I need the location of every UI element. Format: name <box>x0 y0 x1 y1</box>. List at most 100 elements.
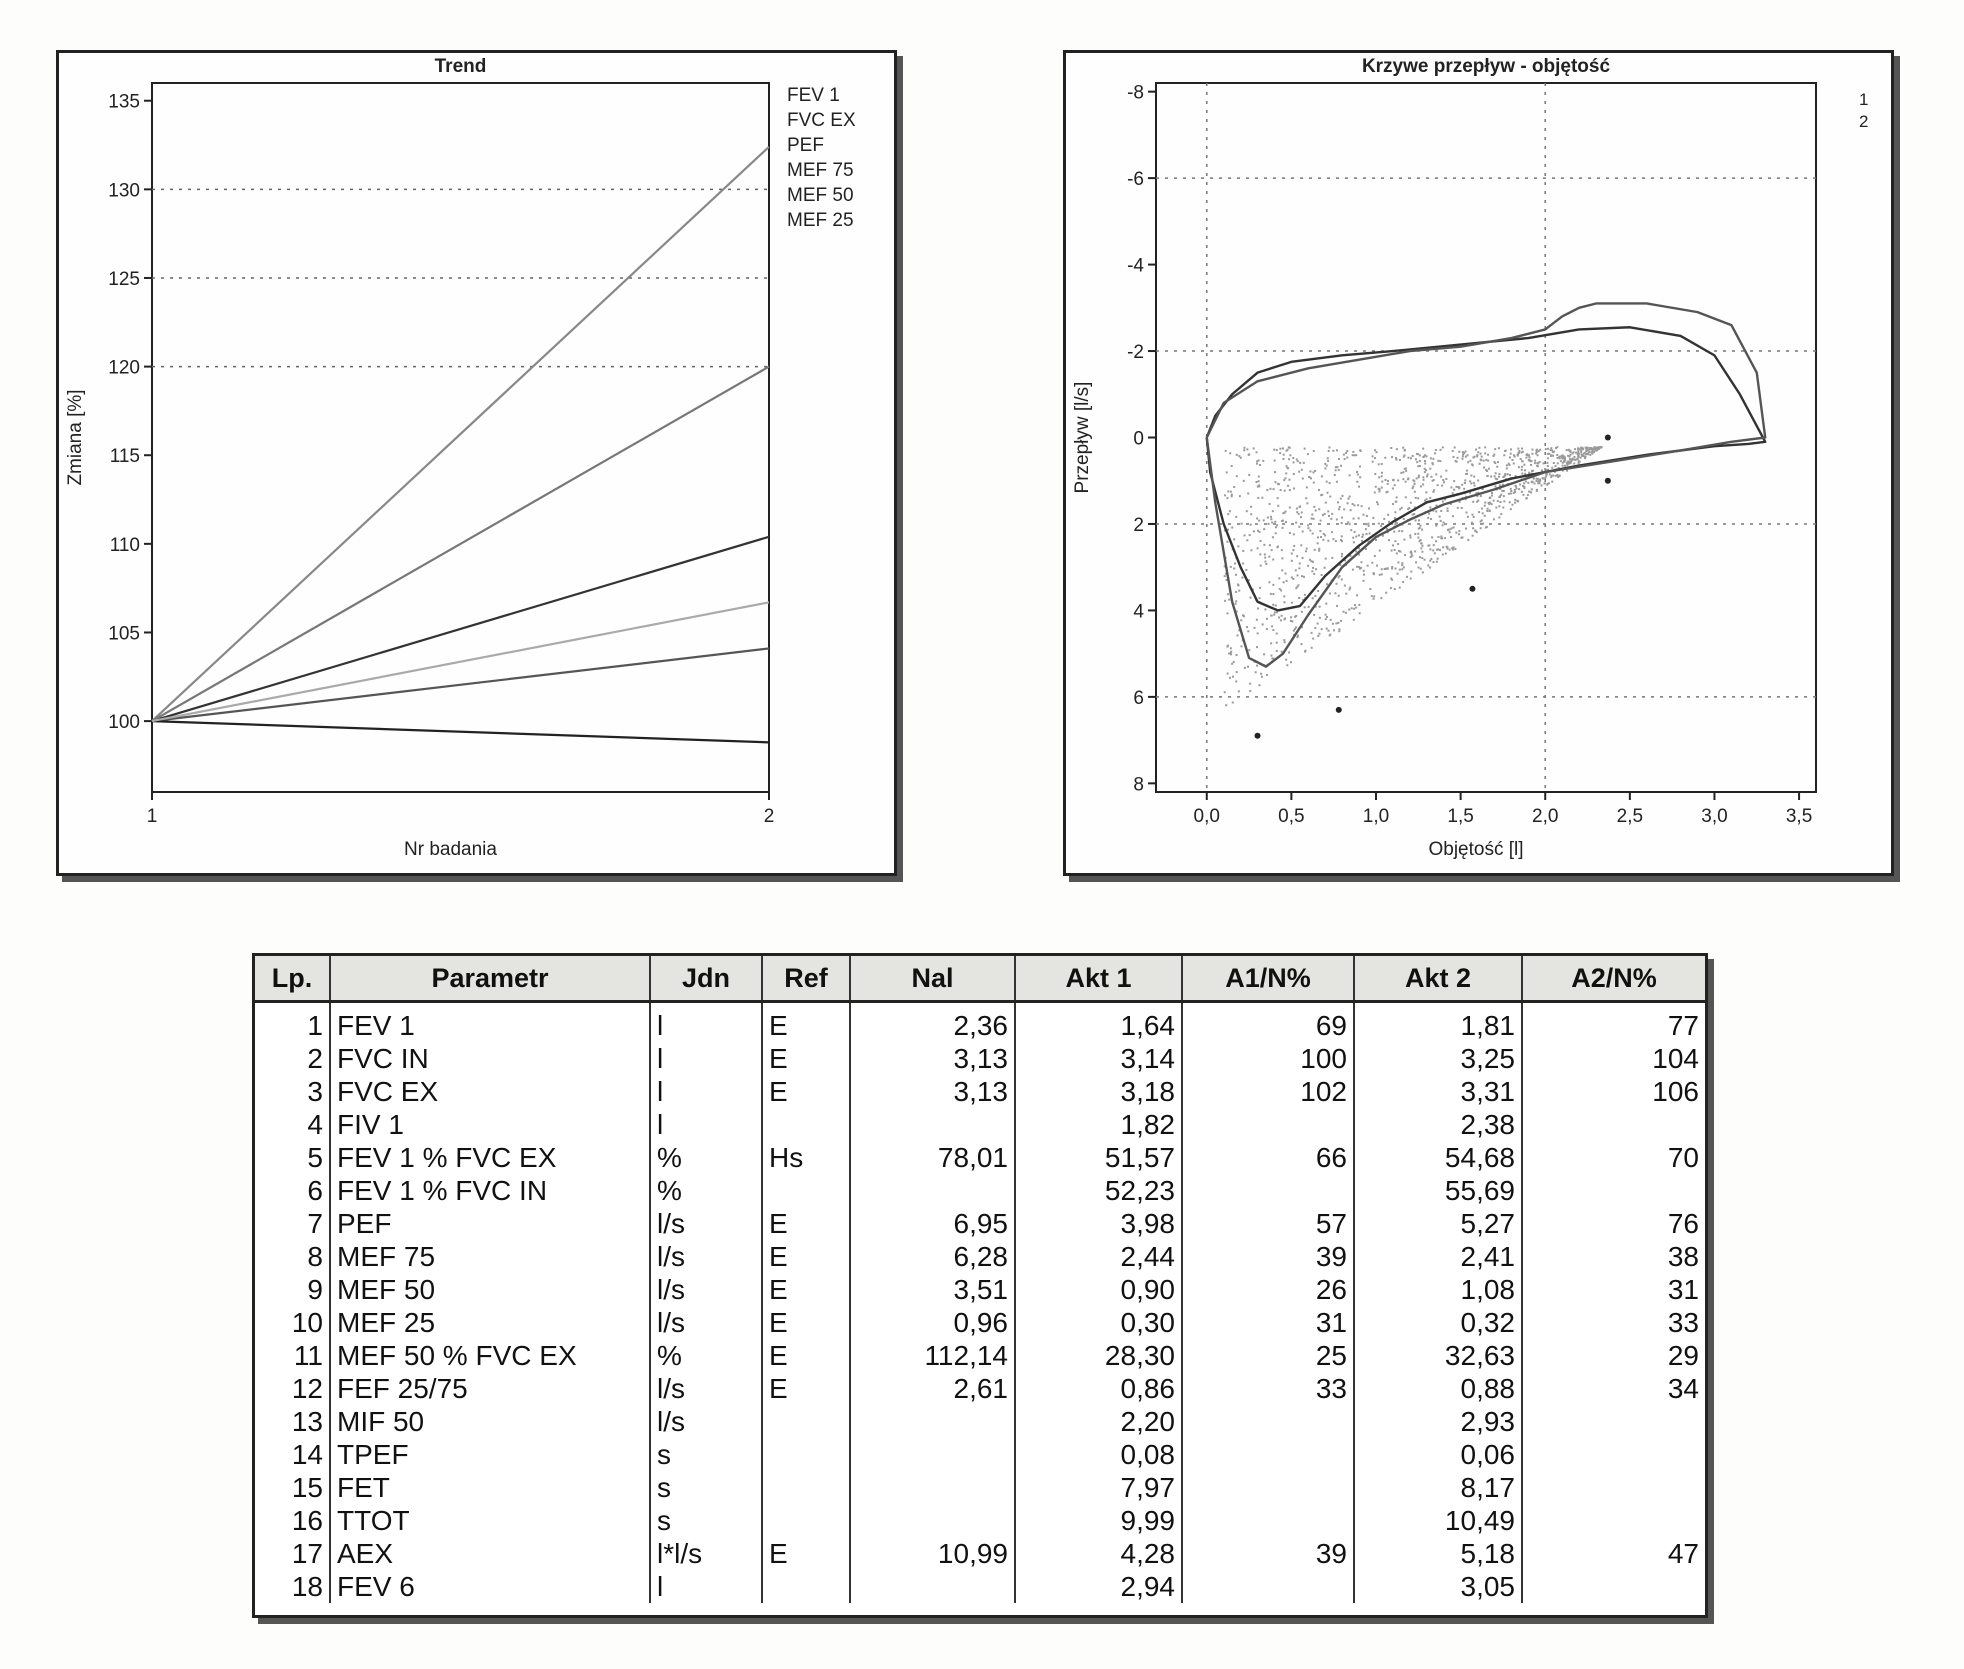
flow-reference-dot <box>1318 549 1321 552</box>
flow-reference-dot <box>1589 447 1592 450</box>
cell-nal: 6,95 <box>850 1207 1016 1240</box>
flow-reference-dot <box>1327 449 1330 452</box>
flow-reference-dot <box>1504 472 1507 475</box>
flow-reference-dot <box>1302 598 1305 601</box>
flow-reference-dot <box>1265 563 1268 566</box>
flow-reference-dot <box>1337 594 1340 597</box>
flow-reference-dot <box>1226 497 1229 500</box>
flow-reference-dot <box>1482 459 1485 462</box>
flow-reference-dot <box>1512 491 1515 494</box>
flow-y-tick-label: -8 <box>1127 83 1144 104</box>
flow-x-tick-label: 2,0 <box>1532 806 1558 827</box>
cell-nal <box>850 1108 1016 1141</box>
flow-reference-dot <box>1521 472 1524 475</box>
flow-reference-dot <box>1374 473 1377 476</box>
flow-reference-dot <box>1418 519 1421 522</box>
cell-a2n: 34 <box>1667 1373 1699 1404</box>
flow-reference-dot <box>1271 510 1274 513</box>
flow-reference-dot <box>1451 449 1454 452</box>
flow-reference-dot <box>1339 563 1342 566</box>
flow-reference-dot <box>1550 455 1553 458</box>
flow-reference-dot <box>1413 490 1416 493</box>
flow-reference-dot <box>1250 549 1253 552</box>
flow-reference-dot <box>1403 454 1406 457</box>
flow-reference-dot <box>1547 447 1550 450</box>
flow-reference-dot <box>1481 487 1484 490</box>
flow-reference-dot <box>1298 567 1301 570</box>
flow-reference-dot <box>1346 450 1349 453</box>
trend-series-line <box>151 365 770 723</box>
flow-reference-dot <box>1223 529 1226 532</box>
flow-reference-dot <box>1425 469 1428 472</box>
flow-reference-dot <box>1536 448 1539 451</box>
flow-reference-dot <box>1227 513 1230 516</box>
flow-reference-dot <box>1333 474 1336 477</box>
flow-reference-dot <box>1522 493 1525 496</box>
flow-reference-dot <box>1275 641 1278 644</box>
flow-reference-dot <box>1536 454 1539 457</box>
flow-reference-dot <box>1285 658 1288 661</box>
flow-reference-dot <box>1409 534 1412 537</box>
flow-reference-dot <box>1394 540 1397 543</box>
cell-a2n: 38 <box>1667 1241 1699 1272</box>
flow-reference-dot <box>1453 488 1456 491</box>
flow-reference-dot <box>1345 592 1348 595</box>
flow-reference-dot <box>1414 519 1417 522</box>
trend-y-tick-label: 120 <box>108 358 140 379</box>
flow-reference-dot <box>1335 582 1338 585</box>
cell-akt1: 3,14 <box>1015 1042 1183 1075</box>
flow-reference-dot <box>1568 449 1571 452</box>
flow-reference-dot <box>1557 467 1560 470</box>
flow-reference-dot <box>1528 490 1531 493</box>
flow-reference-dot <box>1460 506 1463 509</box>
cell-jdn: l/s <box>650 1405 763 1438</box>
flow-reference-dot <box>1484 501 1487 504</box>
flow-reference-dot <box>1235 671 1238 674</box>
flow-reference-dot <box>1227 528 1230 531</box>
flow-reference-dot <box>1594 449 1597 452</box>
flow-reference-dot <box>1353 504 1356 507</box>
flow-reference-dot <box>1515 487 1518 490</box>
flow-reference-dot <box>1599 446 1602 449</box>
flow-reference-dot <box>1348 523 1351 526</box>
flow-reference-dot <box>1480 519 1483 522</box>
cell-ref <box>762 1405 851 1438</box>
flow-reference-dot <box>1572 451 1575 454</box>
flow-reference-dot <box>1472 456 1475 459</box>
flow-reference-dot <box>1321 493 1324 496</box>
flow-reference-dot <box>1538 478 1541 481</box>
flow-reference-dot <box>1523 463 1526 466</box>
flow-reference-dot <box>1402 517 1405 520</box>
flow-reference-dot <box>1422 478 1425 481</box>
flow-reference-dot <box>1407 477 1410 480</box>
flow-reference-dot <box>1395 552 1398 555</box>
cell-lp: 2 <box>255 1042 331 1075</box>
flow-reference-dot <box>1449 503 1452 506</box>
flow-reference-dot <box>1365 514 1368 517</box>
flow-reference-dot <box>1303 593 1306 596</box>
cell-a1n: 102 <box>1182 1075 1355 1108</box>
flow-reference-dot <box>1230 465 1233 468</box>
flow-reference-dot <box>1395 448 1398 451</box>
flow-reference-dot <box>1436 548 1439 551</box>
flow-reference-dot <box>1376 503 1379 506</box>
flow-reference-dot <box>1329 633 1332 636</box>
flow-reference-dot <box>1560 455 1563 458</box>
flow-reference-dot <box>1434 452 1437 455</box>
flow-reference-dot <box>1407 456 1410 459</box>
flow-reference-dot <box>1265 627 1268 630</box>
flow-reference-dot <box>1360 505 1363 508</box>
flow-reference-dot <box>1410 570 1413 573</box>
cell-ref <box>762 1108 851 1141</box>
table-row: 10 MEF 25 l/s E 0,96 0,30 31 0,32 33 <box>255 1306 1705 1339</box>
flow-reference-dot <box>1570 458 1573 461</box>
flow-reference-dot <box>1360 566 1363 569</box>
flow-reference-dot <box>1477 491 1480 494</box>
flow-reference-dot <box>1509 452 1512 455</box>
flow-reference-dot <box>1331 512 1334 515</box>
flow-reference-dot <box>1280 614 1283 617</box>
flow-reference-dot <box>1437 535 1440 538</box>
flow-reference-dot <box>1536 465 1539 468</box>
col-header-ref: Ref <box>762 956 851 1003</box>
flow-reference-dot <box>1393 588 1396 591</box>
